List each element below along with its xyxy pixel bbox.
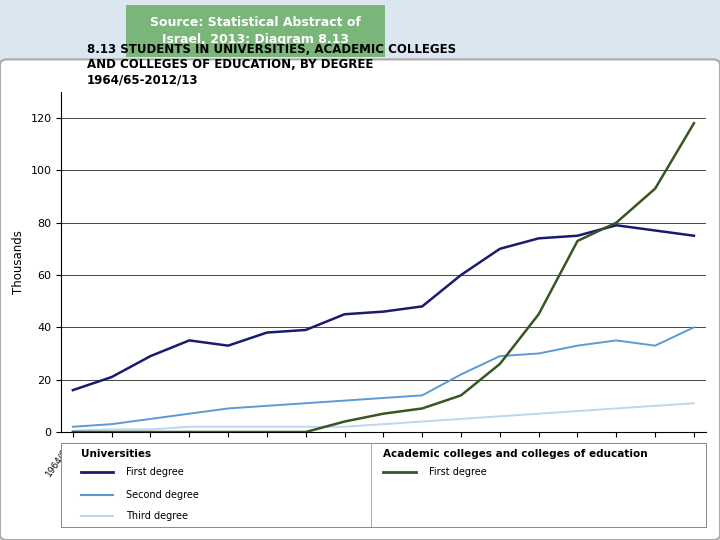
Text: Source: Statistical Abstract of
Israel, 2013: Diagram 8.13: Source: Statistical Abstract of Israel, … <box>150 16 361 46</box>
Text: 8.13 STUDENTS IN UNIVERSITIES, ACADEMIC COLLEGES
AND COLLEGES OF EDUCATION, BY D: 8.13 STUDENTS IN UNIVERSITIES, ACADEMIC … <box>87 43 456 86</box>
Y-axis label: Thousands: Thousands <box>12 230 24 294</box>
Text: Second degree: Second degree <box>126 490 199 500</box>
Text: Academic colleges and colleges of education: Academic colleges and colleges of educat… <box>383 449 648 460</box>
Text: First degree: First degree <box>428 467 486 477</box>
Text: First degree: First degree <box>126 467 184 477</box>
Text: Universities: Universities <box>81 449 150 460</box>
Text: Third degree: Third degree <box>126 511 188 522</box>
